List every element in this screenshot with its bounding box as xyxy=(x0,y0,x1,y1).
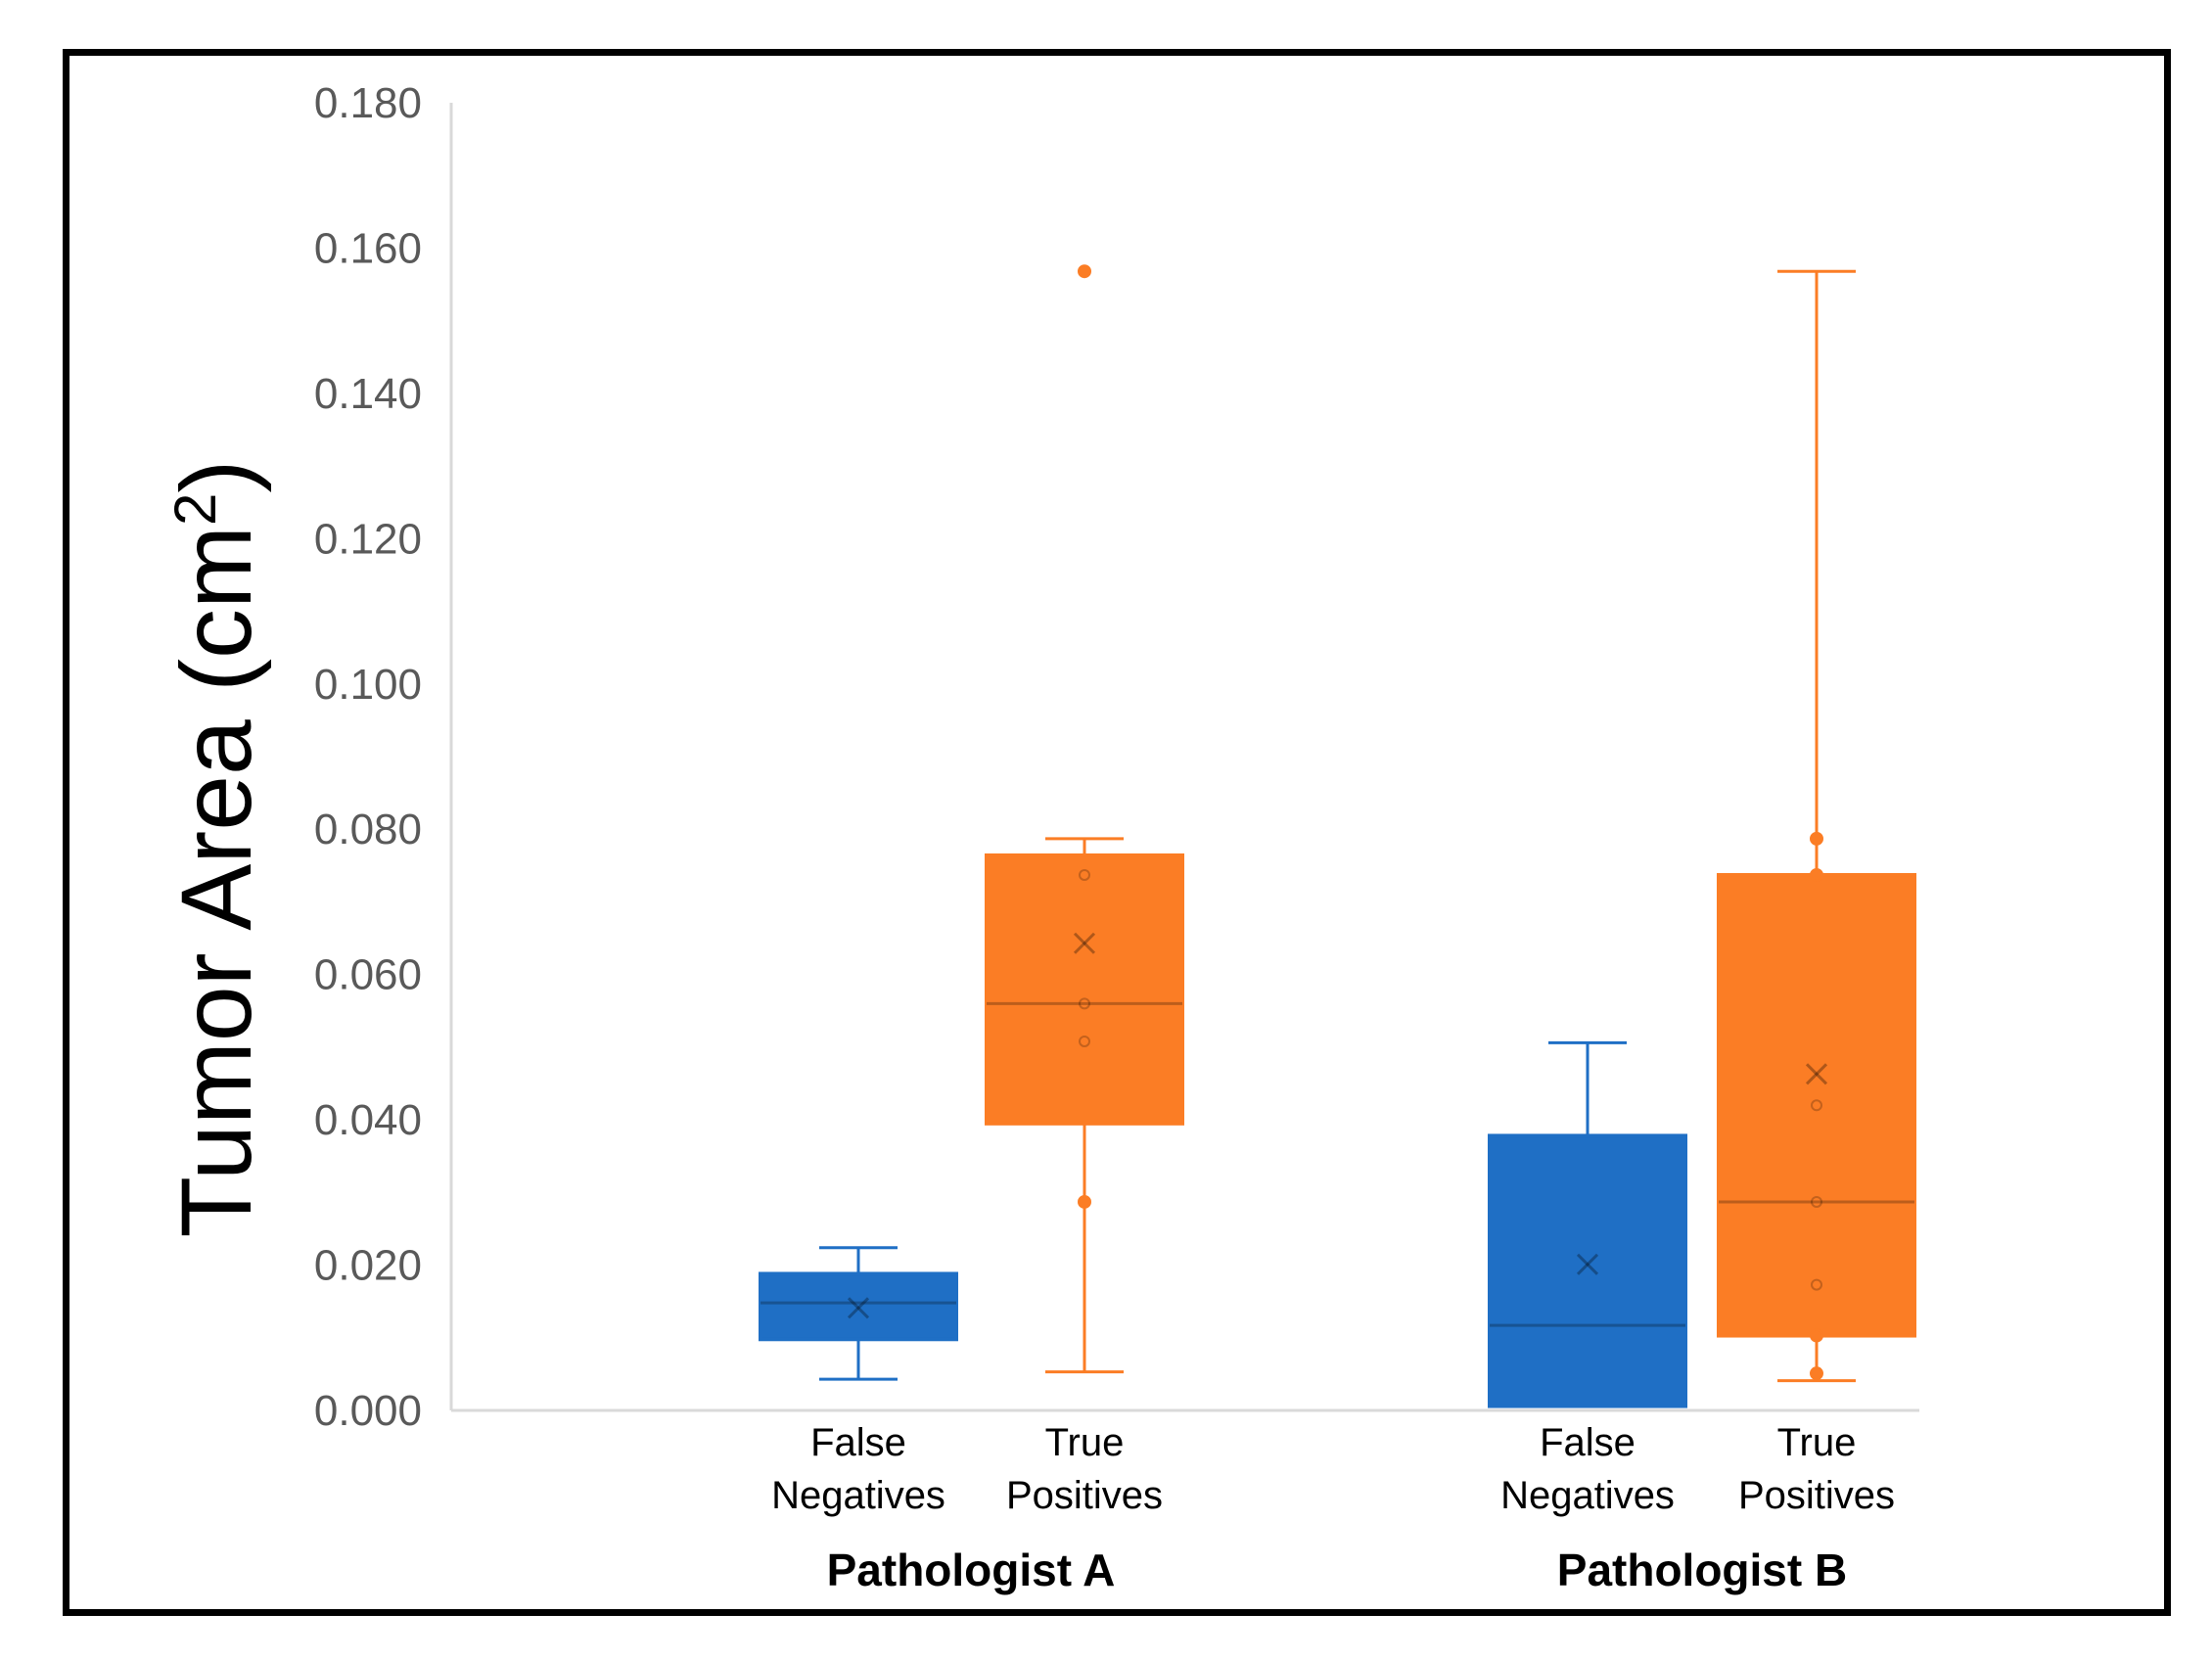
box-false_negatives xyxy=(1488,1040,1687,1408)
mean-marker xyxy=(1073,932,1096,954)
box-plot-chart: 0.000 0.020 0.040 0.060 0.080 0.100 0.120 0.140… xyxy=(161,79,1919,1595)
data-point xyxy=(1811,1195,1822,1208)
y-tick-label: 0.140 xyxy=(314,370,422,418)
category-label-line2: Positives xyxy=(1738,1474,1895,1517)
y-tick-label: 0.020 xyxy=(314,1242,422,1290)
chart-frame: 0.000 0.020 0.040 0.060 0.080 0.100 0.120 0.140… xyxy=(63,49,2171,1616)
data-point xyxy=(1810,867,1823,882)
mean-marker xyxy=(1805,1063,1828,1085)
mean-marker xyxy=(1576,1253,1599,1275)
y-tick-label: 0.160 xyxy=(314,224,422,272)
group-label: Pathologist B xyxy=(1557,1545,1847,1595)
data-point xyxy=(1810,831,1823,846)
y-tick-label: 0.100 xyxy=(314,661,422,709)
box-body xyxy=(759,1271,958,1342)
category-label-line2: Negatives xyxy=(1500,1474,1675,1517)
y-tick-label: 0.080 xyxy=(314,806,422,853)
y-axis-title-superscript: 2 xyxy=(162,493,228,526)
y-axis-title-close: ) xyxy=(161,460,272,493)
box-series xyxy=(759,264,1916,1408)
y-tick-label: 0.040 xyxy=(314,1096,422,1144)
data-point xyxy=(1810,1366,1823,1381)
mean-marker xyxy=(1073,932,1096,954)
data-point xyxy=(1078,1194,1091,1209)
data-point xyxy=(1811,1099,1822,1112)
y-axis-title-text: Tumor Area (cm xyxy=(161,526,272,1237)
y-tick-label: 0.060 xyxy=(314,951,422,999)
mean-marker xyxy=(847,1297,870,1319)
mean-marker xyxy=(847,1297,870,1319)
outlier-point xyxy=(1078,264,1091,279)
box-true_positives xyxy=(1717,269,1916,1383)
group-label: Pathologist A xyxy=(827,1545,1116,1595)
data-point xyxy=(1079,997,1090,1010)
data-point xyxy=(1810,1328,1823,1343)
category-label-line1: True xyxy=(1045,1421,1125,1464)
y-tick-label: 0.180 xyxy=(314,79,422,127)
y-tick-label: 0.120 xyxy=(314,515,422,563)
box-false_negatives xyxy=(759,1246,958,1381)
box-body xyxy=(1717,872,1916,1338)
y-tick-label: 0.000 xyxy=(314,1387,422,1435)
category-label-line1: True xyxy=(1777,1421,1857,1464)
axes xyxy=(449,103,1919,1412)
category-label-line2: Negatives xyxy=(771,1474,945,1517)
data-point xyxy=(1079,868,1090,881)
box-true_positives xyxy=(985,264,1184,1374)
data-point xyxy=(1079,1035,1090,1047)
category-label-line1: False xyxy=(810,1421,906,1464)
box-body xyxy=(985,853,1184,1126)
category-label-line1: False xyxy=(1540,1421,1636,1464)
y-axis-title: Tumor Area (cm2) xyxy=(161,460,272,1238)
category-label-line2: Positives xyxy=(1006,1474,1163,1517)
category-labels: Pathologist A False Negatives True Positives… xyxy=(771,1421,1895,1595)
mean-marker xyxy=(1576,1253,1599,1275)
mean-marker xyxy=(1805,1063,1828,1085)
y-tick-labels: 0.000 0.020 0.040 0.060 0.080 0.100 0.120 0.140… xyxy=(314,79,422,1435)
box-body xyxy=(1488,1133,1687,1408)
data-point xyxy=(1811,1278,1822,1291)
